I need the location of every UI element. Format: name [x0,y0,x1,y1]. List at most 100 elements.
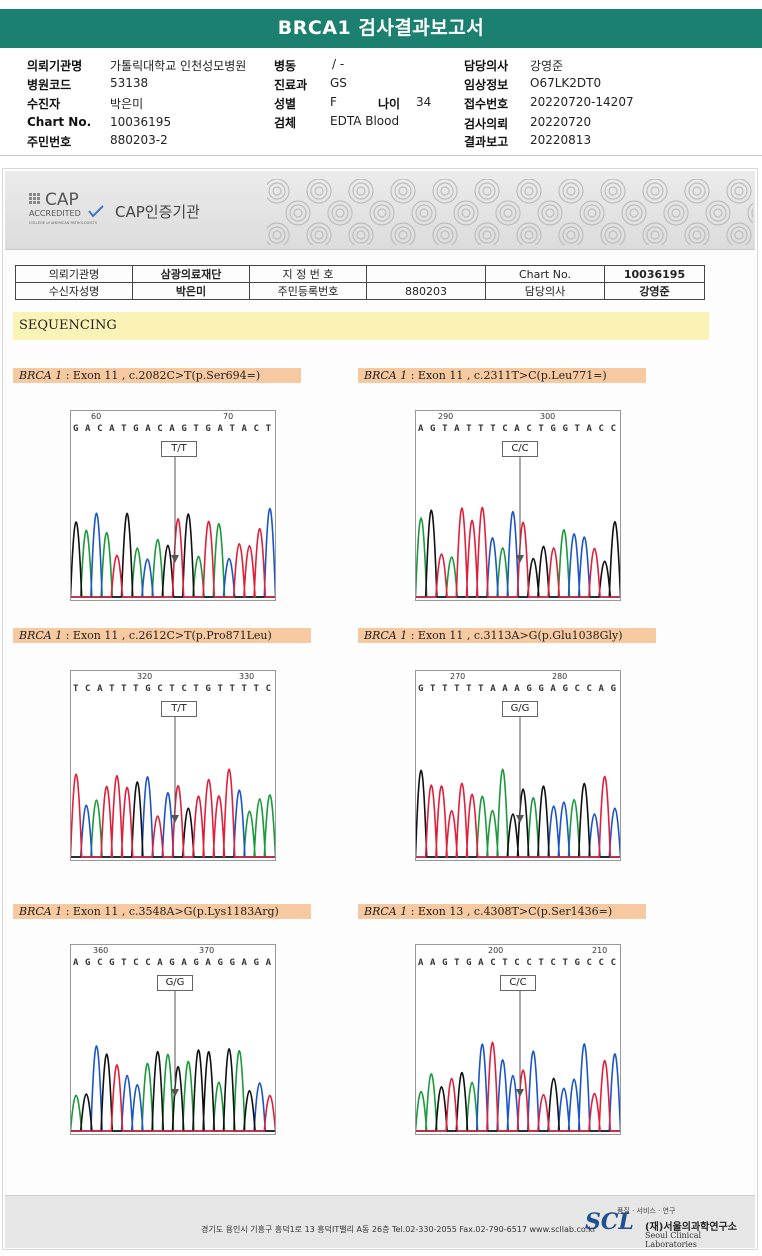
resultdate-value: 20220813 [530,133,592,147]
clinical-label: 임상정보 [464,78,509,92]
dept-value: GS [330,76,347,90]
chromatogram: 360 370 A G C G T C C A G A G A G G A G … [70,944,276,1135]
testdate-label: 검사의뢰 [464,117,509,131]
cap-logo-big: CAP [45,190,79,210]
base-sequence: T C A T T T G C T C T G T T T T C A A A [73,684,275,694]
position-number: 280 [552,672,568,681]
hospital-value: 가톨릭대학교 인천성모병원 [110,59,247,73]
scanned-report: CAP ACCREDITED COLLEGE of AMERICAN PATHO… [2,168,758,1250]
variant-gene: BRCA 1 [364,369,408,382]
patient-table: 의뢰기관명 삼광의료재단 지 정 번 호 Chart No. 10036195 … [15,265,705,300]
chart-label: Chart No. [27,115,92,129]
hospital-label: 의뢰기관명 [27,59,83,73]
position-number: 60 [91,412,102,421]
position-number: 210 [592,946,608,955]
dept-label: 진료과 [274,78,308,92]
variant-gene: BRCA 1 [364,905,408,918]
doctor-value: 강영준 [530,59,564,73]
base-sequence: A G C G T C C A G A G A G G A G A G C T [73,958,275,968]
ptable-c6: 10036195 [604,265,705,283]
chart-value: 10036195 [110,115,172,129]
testdate-value: 20220720 [530,115,592,129]
variant-detail: : Exon 11 , c.3113A>G(p.Glu1038Gly) [407,629,623,642]
position-number: 200 [488,946,504,955]
divider [0,155,762,156]
trace-A [416,768,620,858]
footer-address: 경기도 용인시 기흥구 흥덕1로 13 흥덕IT밸리 A동 26층 Tel.02… [201,1225,597,1234]
position-number: 370 [199,946,215,955]
base-sequence: A A G T G A C T C C T C T G C C C T T C [418,958,620,968]
sex-value: F [330,95,337,109]
position-number: 330 [239,672,255,681]
pointer-arrow [171,1089,179,1097]
age-value: 34 [416,95,432,109]
variant-detail: : Exon 13 , c.4308T>C(p.Ser1436=) [407,905,613,918]
trace-T [71,768,275,858]
ptable-d5: 담당의사 [485,282,605,300]
specimen-label: 검체 [274,116,297,130]
variant-label: BRCA 1 : Exon 11 , c.2311T>C(p.Leu771=) [358,368,646,383]
genotype-box: G/G [502,701,538,717]
ptable-d1: 수신자성명 [15,282,133,300]
footer-org: (재)서울의과학연구소 [645,1222,737,1233]
footer-tagline: 품질 · 서비스 · 연구 [617,1207,676,1215]
variant-gene: BRCA 1 [19,369,63,382]
trace-C [71,1045,275,1132]
id-label: 주민번호 [27,135,72,149]
ward-value: / - [332,57,345,71]
genotype-box: T/T [161,441,197,457]
resultdate-label: 결과보고 [464,135,509,149]
trace-T [71,1064,275,1132]
pointer-arrow [516,815,524,823]
cloud-pattern [267,179,753,245]
ptable-c4 [366,265,486,283]
ptable-c1: 의뢰기관명 [15,265,133,283]
pointer-arrow [516,555,524,563]
genotype-box: G/G [157,975,193,991]
trace-T [71,517,275,598]
footer-org-en: Seoul Clinical Laboratories [645,1231,702,1249]
trace-G [416,509,620,598]
ptable-d3: 주민등록번호 [249,282,367,300]
cap-logo-small: ACCREDITED [29,209,81,218]
id-value: 880203-2 [110,133,168,147]
cap-logo-tiny: COLLEGE of AMERICAN PATHOLOGISTS [29,221,98,225]
variant-gene: BRCA 1 [19,629,63,642]
trace-T [416,775,620,858]
chromatogram: 270 280 G T T T T T A A A G G A G C C A … [415,670,621,861]
trace-T [416,506,620,598]
pointer-arrow [171,815,179,823]
ptable-d4: 880203 [366,282,486,300]
cap-logo: CAP ACCREDITED COLLEGE of AMERICAN PATHO… [27,189,115,229]
position-number: 70 [223,412,234,421]
ptable-c2: 삼광의료재단 [132,265,250,283]
code-value: 53138 [110,76,149,90]
chromatogram: 320 330 T C A T T T G C T C T G T T T T … [70,670,276,861]
variant-label: BRCA 1 : Exon 11 , c.3113A>G(p.Glu1038Gl… [358,628,656,643]
sex-label: 성별 [274,97,297,111]
variant-detail: : Exon 11 , c.2311T>C(p.Leu771=) [407,369,607,382]
ptable-d6: 강영준 [604,282,705,300]
position-number: 320 [137,672,153,681]
ptable-c3: 지 정 번 호 [249,265,367,283]
trace-G [416,769,620,858]
trace-G [71,1048,275,1132]
variant-label: BRCA 1 : Exon 11 , c.2082C>T(p.Ser694=) [13,368,301,383]
code-label: 병원코드 [27,78,72,92]
genotype-box: T/T [161,701,197,717]
variant-label: BRCA 1 : Exon 11 , c.2612C>T(p.Pro871Leu… [13,628,311,643]
genotype-box: C/C [500,975,536,991]
genotype-box: C/C [502,441,538,457]
position-number: 360 [93,946,109,955]
chromatogram: 290 300 A G T A T T T C A C T G G T A C … [415,410,621,601]
report-title: BRCA1 검사결과보고서 [0,9,762,48]
variant-detail: : Exon 11 , c.2612C>T(p.Pro871Leu) [62,629,272,642]
cap-title: CAP인증기관 [115,203,200,221]
patient-info: 의뢰기관명 가톨릭대학교 인천성모병원 병원코드 53138 수진자 박은미 C… [0,55,762,155]
clinical-value: O67LK2DT0 [530,76,602,90]
ptable-c5: Chart No. [485,265,605,283]
variant-gene: BRCA 1 [19,905,63,918]
base-sequence: G A C A T G A C A G T G A T A C T T T C [73,424,275,434]
specimen-value: EDTA Blood [330,114,400,128]
variant-gene: BRCA 1 [364,629,408,642]
